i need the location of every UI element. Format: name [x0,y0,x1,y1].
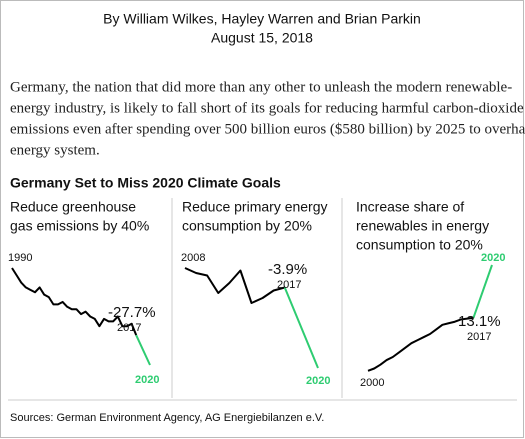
panel-title: Reduce greenhouse [10,199,136,215]
callout-value: -3.9% [268,261,307,278]
date: August 15, 2018 [211,30,313,46]
callout-year: 2017 [467,331,491,343]
panel-title: renewables in energy [356,218,489,234]
line [184,267,286,304]
start-label: 1990 [8,252,32,264]
line [11,267,138,336]
target-year: 2020 [306,375,330,387]
line [472,264,493,319]
body-line: energy industry, is likely to fall short… [10,100,524,116]
line [283,287,319,369]
start-label: 2000 [360,377,384,389]
line [135,334,151,366]
panel-title: consumption to 20% [356,237,483,253]
callout-value: 13.1% [458,313,501,330]
body-line: energy system. [10,142,100,158]
start-label: 2008 [181,252,205,264]
panel-title: consumption by 20% [182,218,312,234]
target-year: 2020 [481,252,505,264]
callout-value: -27.7% [108,304,156,321]
target-year: 2020 [135,374,159,386]
panel-title: Increase share of [356,199,464,215]
source: Sources: German Environment Agency, AG E… [10,412,324,424]
panel-title: Reduce primary energy [182,199,328,215]
callout-year: 2017 [277,279,301,291]
body-line: Germany, the nation that did more than a… [10,79,512,95]
chart-title: Germany Set to Miss 2020 Climate Goals [10,175,281,191]
byline: By William Wilkes, Hayley Warren and Bri… [103,11,421,27]
body-line: emissions even after spending over 500 b… [10,121,525,137]
callout-year: 2017 [117,322,141,334]
panel-title: gas emissions by 40% [10,218,149,234]
line [367,316,474,372]
